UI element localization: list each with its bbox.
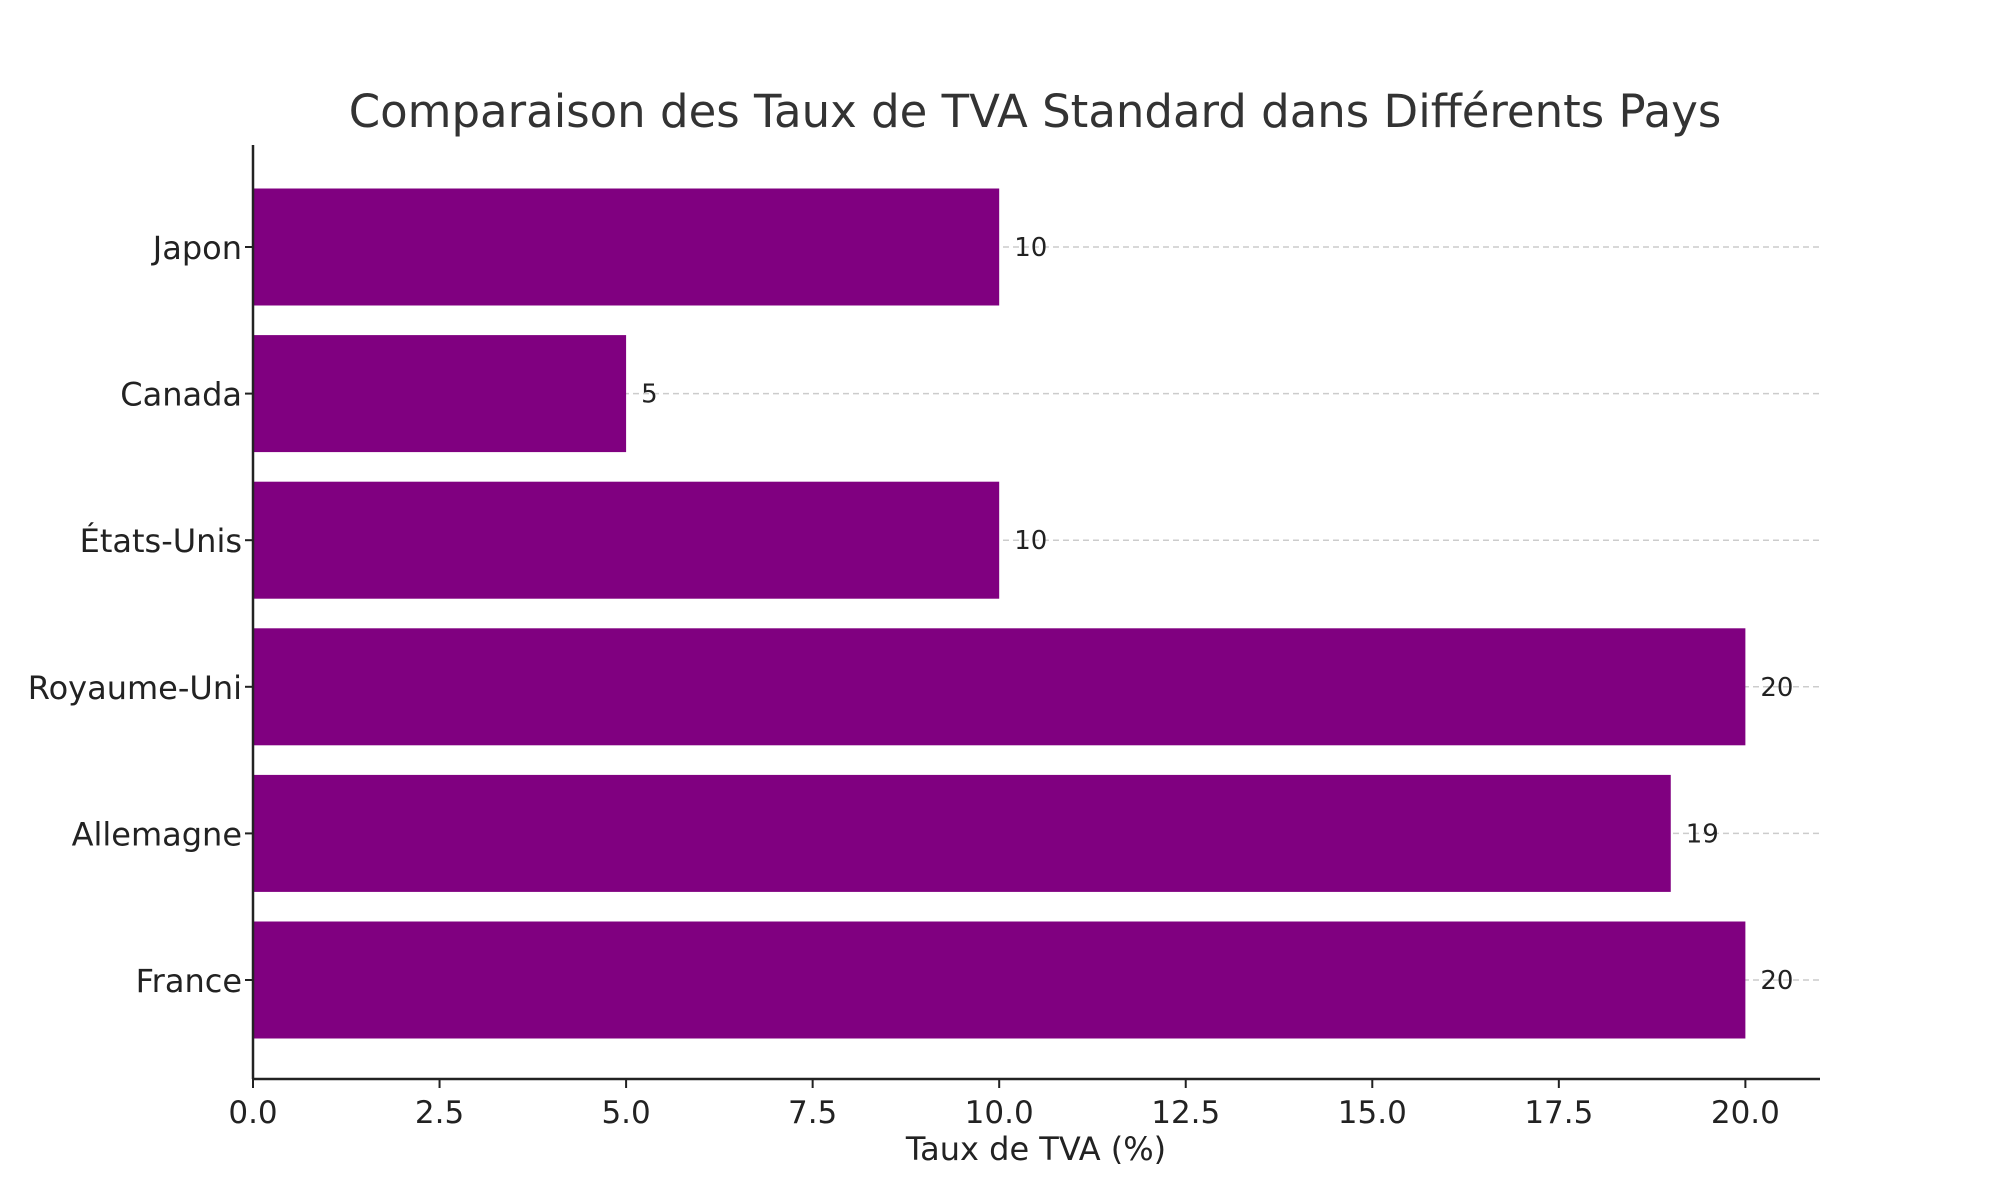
category-label: Canada (120, 376, 242, 414)
x-tick-label: 0.0 (228, 1095, 277, 1131)
x-axis-title: Taux de TVA (%) (905, 1130, 1166, 1168)
data-label: 20 (1760, 673, 1793, 703)
bar (253, 774, 1671, 892)
category-label: Royaume-Uni (28, 669, 242, 707)
x-tick-label: 17.5 (1524, 1095, 1593, 1131)
bar (253, 335, 627, 453)
x-tick-label: 7.5 (788, 1095, 837, 1131)
chart-title: Comparaison des Taux de TVA Standard dan… (349, 85, 1722, 138)
y-axis-labels: France Allemagne Royaume-Uni États-Unis Cana… (28, 229, 253, 1000)
category-label: France (136, 962, 242, 1000)
data-label: 10 (1014, 233, 1047, 263)
data-labels: 20 19 20 10 5 10 (641, 233, 1793, 996)
category-label: Japon (151, 229, 242, 267)
bar (253, 188, 1000, 306)
data-label: 10 (1014, 526, 1047, 556)
x-tick-label: 10.0 (965, 1095, 1034, 1131)
x-tick-label: 15.0 (1338, 1095, 1407, 1131)
bar (253, 921, 1746, 1039)
x-tick-label: 20.0 (1711, 1095, 1780, 1131)
bars (253, 188, 1746, 1039)
bar (253, 481, 1000, 599)
category-label: États-Unis (80, 522, 242, 560)
bar (253, 628, 1746, 746)
x-axis-ticks: 0.0 2.5 5.0 7.5 10.0 12.5 15.0 17.5 20.0 (228, 1079, 1780, 1131)
x-tick-label: 2.5 (415, 1095, 464, 1131)
data-label: 19 (1686, 819, 1719, 849)
category-label: Allemagne (72, 815, 242, 853)
x-tick-label: 12.5 (1151, 1095, 1220, 1131)
data-label: 20 (1760, 966, 1793, 996)
data-label: 5 (641, 380, 658, 410)
x-tick-label: 5.0 (601, 1095, 650, 1131)
